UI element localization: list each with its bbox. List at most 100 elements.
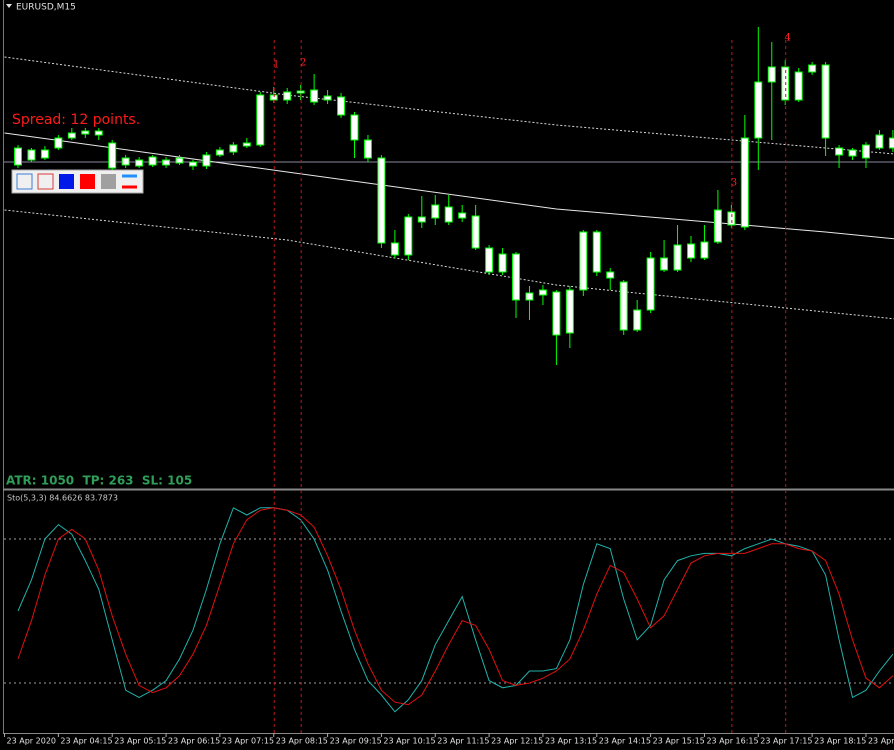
time-label: 23 Apr 17:15 xyxy=(760,737,812,746)
candle-body xyxy=(552,291,561,336)
marker-label: 1 xyxy=(273,60,279,71)
candle-body xyxy=(323,95,332,101)
stochastic-line xyxy=(17,507,894,713)
indicator-line xyxy=(4,132,894,240)
time-label: 23 Apr 04:15 xyxy=(60,737,112,746)
candle-body xyxy=(525,292,534,301)
time-label: 23 Apr 18:15 xyxy=(814,737,866,746)
candle-body xyxy=(121,157,130,166)
time-label: 23 Apr 07:15 xyxy=(222,737,274,746)
candle-body xyxy=(162,159,171,166)
time-label: 23 Apr 11:15 xyxy=(437,737,489,746)
marker-label: 2 xyxy=(300,58,306,69)
candle-body xyxy=(687,243,695,259)
stochastic-title: Sto(5,3,3) 84.6626 83.7873 xyxy=(7,494,118,503)
candle-body xyxy=(310,89,319,103)
candle-body xyxy=(283,91,292,101)
time-label: 23 Apr 09:15 xyxy=(330,737,382,746)
candle-body xyxy=(808,64,817,73)
candle-body xyxy=(296,90,305,94)
candle-body xyxy=(538,289,547,296)
candle-body xyxy=(27,149,36,161)
candle-body xyxy=(81,130,90,135)
color-palette xyxy=(11,169,144,194)
candle-body xyxy=(377,157,386,244)
time-label: 23 Apr 15:15 xyxy=(653,737,705,746)
time-label: 23 Apr 2020 xyxy=(7,737,56,746)
stochastic-line xyxy=(17,507,894,706)
candle-body xyxy=(14,147,22,166)
symbol-label: EURUSD,M15 xyxy=(16,3,76,13)
candle-body xyxy=(485,247,494,273)
candle-body xyxy=(431,204,440,219)
swatch-red-outline[interactable] xyxy=(37,173,54,190)
candle-body xyxy=(175,157,184,164)
swatch-blue-outline[interactable] xyxy=(16,173,33,190)
candle-body xyxy=(512,253,521,301)
candle-body xyxy=(861,144,870,159)
time-label: 23 Apr 1 xyxy=(868,737,894,746)
candle-body xyxy=(202,154,211,167)
candle-body xyxy=(363,139,372,159)
candle-body xyxy=(188,161,197,167)
candle-body xyxy=(875,134,884,149)
candle-body xyxy=(94,130,103,136)
price-panel xyxy=(4,27,894,365)
candle-body xyxy=(888,137,894,149)
candle-body xyxy=(498,253,507,273)
candle-body xyxy=(848,149,857,157)
marker-label: 4 xyxy=(785,33,791,44)
candle-body xyxy=(471,215,480,249)
candle-body xyxy=(444,206,453,223)
candle-body xyxy=(108,142,117,169)
time-label: 23 Apr 14:15 xyxy=(599,737,651,746)
time-label: 23 Apr 13:15 xyxy=(545,737,597,746)
candle-body xyxy=(673,244,682,271)
candle-body xyxy=(337,96,346,116)
time-label: 23 Apr 12:15 xyxy=(491,737,543,746)
candle-body xyxy=(821,64,830,139)
candle-body xyxy=(579,231,588,291)
time-label: 23 Apr 06:15 xyxy=(168,737,220,746)
candle-body xyxy=(54,137,63,149)
candle-body xyxy=(215,149,224,156)
atr-label: ATR: 1050 TP: 263 SL: 105 xyxy=(6,474,192,488)
candle-body xyxy=(135,159,144,167)
time-label: 23 Apr 08:15 xyxy=(276,737,328,746)
candle-body xyxy=(565,289,574,334)
candle-body xyxy=(592,231,601,273)
candle-body xyxy=(835,147,844,156)
marker-label: 3 xyxy=(731,178,737,189)
swatch-gray[interactable] xyxy=(101,174,116,189)
time-label: 23 Apr 10:15 xyxy=(383,737,435,746)
candle-body xyxy=(404,216,413,256)
stochastic-panel xyxy=(4,507,894,713)
candle-body xyxy=(229,144,238,153)
spread-label: Spread: 12 points. xyxy=(12,112,140,128)
candle-body xyxy=(458,212,467,219)
menu-arrow[interactable] xyxy=(6,4,12,8)
time-label: 23 Apr 16:15 xyxy=(706,737,758,746)
candle-body xyxy=(390,242,399,256)
candle-body xyxy=(619,281,628,331)
candle-body xyxy=(767,66,776,83)
candle-body xyxy=(754,81,763,139)
candle-body xyxy=(633,309,642,331)
time-label: 23 Apr 05:15 xyxy=(114,737,166,746)
candle-body xyxy=(67,132,76,139)
candle-body xyxy=(148,156,157,166)
candle-body xyxy=(713,209,722,243)
swatch-red[interactable] xyxy=(80,174,95,189)
candle-body xyxy=(660,257,669,271)
candle-body xyxy=(740,137,749,228)
indicator-line xyxy=(4,209,894,320)
candle-body xyxy=(40,149,49,159)
swatch-blue[interactable] xyxy=(59,174,74,189)
candle-body xyxy=(256,94,265,146)
candle-body xyxy=(727,211,736,226)
candle-body xyxy=(417,216,426,223)
candle-body xyxy=(350,114,359,141)
candle-body xyxy=(606,271,615,279)
